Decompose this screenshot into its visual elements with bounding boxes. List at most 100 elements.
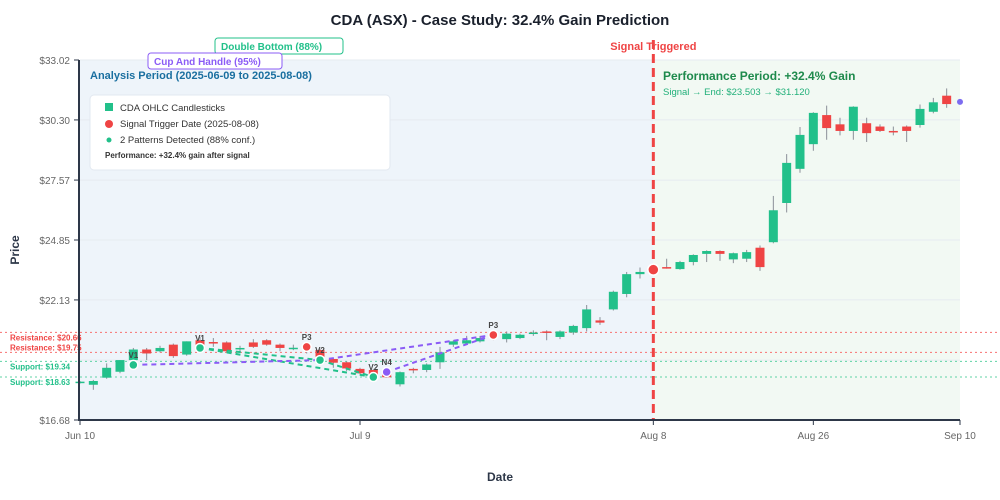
candle-body: [568, 325, 578, 333]
cup-handle-point-label: P3: [488, 321, 498, 330]
candle: [755, 245, 765, 271]
chart-title: CDA (ASX) - Case Study: 32.4% Gain Predi…: [331, 12, 670, 29]
cup-handle-line: [386, 334, 494, 373]
candle: [942, 88, 952, 108]
candle: [288, 344, 298, 351]
candle: [182, 341, 192, 356]
candle-body: [542, 331, 552, 333]
candle: [662, 258, 672, 269]
candle: [408, 367, 418, 374]
candle: [168, 343, 178, 358]
x-axis-label: Date: [487, 470, 513, 484]
candle-body: [622, 274, 632, 294]
candle: [222, 341, 232, 353]
support-label: Support: $18.63: [10, 378, 71, 387]
candle: [568, 324, 578, 335]
candle-body: [395, 372, 405, 385]
candle-body: [808, 112, 818, 145]
candle-body: [595, 320, 605, 323]
candle: [275, 343, 285, 352]
analysis-period-label: Analysis Period (2025-06-09 to 2025-08-0…: [90, 70, 312, 82]
candle: [128, 347, 138, 362]
candle: [795, 126, 805, 173]
candle-body: [755, 247, 765, 268]
cup-handle-tag: Cup And Handle (95%): [154, 57, 261, 68]
candle: [262, 339, 272, 346]
candle: [808, 112, 818, 151]
support-resistance-lines: Resistance: $20.66 Support: $19.34 Resista…: [0, 331, 1000, 387]
candle-body: [462, 340, 472, 344]
legend-item-candles: CDA OHLC Candlesticks: [120, 103, 225, 114]
candle: [235, 345, 245, 352]
candle: [742, 249, 752, 263]
cup-handle-line: [133, 359, 321, 366]
candle-body: [88, 381, 98, 385]
candle: [888, 126, 898, 136]
y-tick-label: $27.57: [39, 176, 70, 187]
legend-item-signal: Signal Trigger Date (2025-08-08): [120, 119, 259, 130]
candle-body: [342, 362, 352, 369]
y-tick-label: $22.13: [39, 296, 70, 307]
y-axis-ticks: $16.68 $22.13 $24.85 $27.57 $30.30 $33.02: [39, 56, 79, 427]
double-bottom-line: [199, 346, 374, 379]
candle-body: [182, 341, 192, 355]
candle: [155, 345, 165, 353]
legend-signal-swatch: [105, 120, 113, 128]
double-bottom-point-label: V1: [128, 351, 138, 360]
performance-subtitle: Signal → End: $23.503 → $31.120: [663, 87, 810, 98]
double-bottom-point-label: V2: [315, 346, 325, 355]
candle-body: [702, 251, 712, 254]
candle-body: [582, 309, 592, 329]
candle: [528, 330, 538, 336]
candle: [688, 254, 698, 266]
candle: [608, 290, 618, 311]
candle-body: [475, 338, 485, 342]
candle-body: [315, 349, 325, 357]
candle-body: [888, 130, 898, 133]
candle: [928, 97, 938, 114]
candle: [355, 367, 365, 375]
cup-handle-point-marker: [301, 341, 312, 353]
candle-body: [928, 102, 938, 112]
double-bottom-point-label: V2: [368, 363, 378, 372]
legend-candle-swatch: [105, 103, 113, 111]
candle-body: [635, 271, 645, 275]
candle-body: [195, 340, 205, 345]
candle-body: [448, 341, 458, 345]
candle: [595, 317, 605, 325]
candle: [582, 304, 592, 332]
candle: [622, 271, 632, 298]
candle: [88, 379, 98, 390]
candle: [102, 363, 112, 379]
candle-body: [435, 352, 445, 363]
candle-body: [608, 291, 618, 310]
candle-body: [275, 344, 285, 348]
candle-body: [222, 342, 232, 352]
candle-body: [675, 262, 685, 270]
candle-body: [235, 347, 245, 350]
candles: [75, 88, 952, 390]
double-bottom-point-marker: [314, 354, 326, 366]
cup-handle-point-marker: [381, 366, 392, 378]
candle-body: [822, 115, 832, 129]
candle: [328, 357, 338, 368]
candle-body: [862, 123, 872, 134]
signal-label: Signal Triggered: [610, 41, 696, 53]
legend-pattern-swatch: [106, 137, 112, 143]
candle-body: [875, 126, 885, 131]
candle: [835, 117, 845, 136]
double-bottom-point-marker: [368, 371, 379, 383]
double-bottom-point-marker: [194, 342, 206, 354]
cup-handle-point-label: N4: [382, 358, 393, 367]
candle-body: [102, 367, 112, 378]
candle-body: [142, 349, 152, 354]
candle: [502, 331, 512, 343]
candle: [208, 338, 218, 347]
candle-body: [848, 106, 858, 131]
candle: [675, 260, 685, 270]
cup-handle-point-marker: [488, 329, 499, 341]
candle-body: [155, 347, 165, 352]
